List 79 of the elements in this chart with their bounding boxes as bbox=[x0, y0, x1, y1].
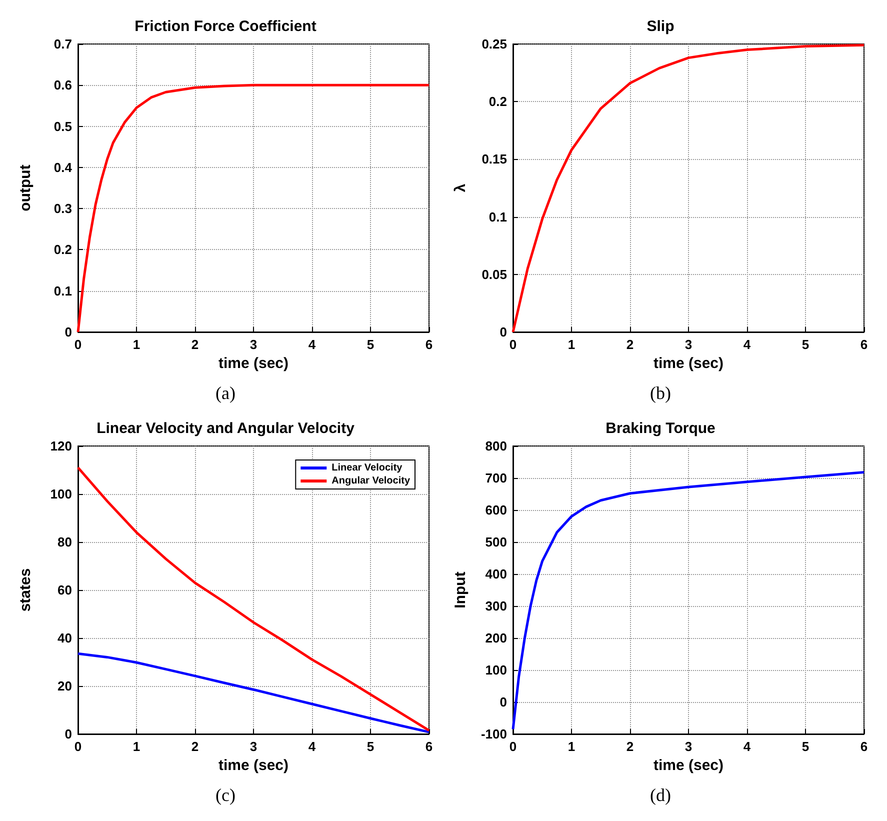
y-axis-title: output bbox=[17, 164, 34, 212]
y-tick-label: 20 bbox=[58, 678, 72, 694]
x-tick-label: 5 bbox=[802, 739, 810, 754]
x-tick-label: 6 bbox=[860, 337, 868, 352]
y-tick-label: -100 bbox=[480, 726, 507, 742]
x-axis-title: time (sec) bbox=[653, 355, 724, 372]
legend-label: Angular Velocity bbox=[332, 476, 410, 486]
y-tick-label: 80 bbox=[58, 534, 72, 550]
x-tick-label: 5 bbox=[366, 739, 374, 754]
chart-title: Linear Velocity and Angular Velocity bbox=[96, 420, 356, 437]
x-tick-label: 2 bbox=[626, 337, 634, 352]
y-tick-label: 0.15 bbox=[482, 152, 507, 167]
y-tick-label: 0.3 bbox=[54, 201, 72, 216]
y-axis-title: states bbox=[17, 568, 34, 612]
x-tick-label: 4 bbox=[743, 337, 752, 352]
y-tick-label: 700 bbox=[485, 470, 507, 486]
x-tick-label: 4 bbox=[743, 739, 752, 754]
x-tick-label: 4 bbox=[308, 739, 316, 754]
x-tick-label: 3 bbox=[250, 337, 258, 352]
y-tick-label: 0.5 bbox=[54, 118, 72, 134]
y-tick-label: 200 bbox=[485, 630, 507, 646]
x-tick-label: 0 bbox=[74, 739, 82, 754]
x-tick-label: 5 bbox=[802, 337, 810, 352]
x-tick-label: 3 bbox=[250, 739, 258, 754]
text: (d) bbox=[650, 785, 672, 805]
x-axis-title: time (sec) bbox=[218, 355, 289, 372]
y-tick-label: 60 bbox=[58, 582, 72, 598]
y-tick-label: 0.1 bbox=[54, 283, 72, 298]
y-tick-label: 300 bbox=[485, 598, 507, 614]
chart-title: Slip bbox=[646, 18, 674, 35]
x-tick-label: 0 bbox=[509, 337, 517, 352]
chart-title: Braking Torque bbox=[606, 420, 716, 437]
x-tick-label: 1 bbox=[568, 739, 576, 754]
x-tick-label: 3 bbox=[684, 739, 692, 754]
y-tick-label: 100 bbox=[485, 662, 507, 678]
y-tick-label: 400 bbox=[485, 566, 507, 582]
x-axis-title: time (sec) bbox=[218, 757, 289, 774]
y-tick-label: 0 bbox=[500, 324, 507, 340]
y-tick-label: 0.25 bbox=[482, 36, 507, 52]
x-tick-label: 3 bbox=[684, 337, 692, 352]
y-tick-label: 0 bbox=[64, 324, 72, 340]
y-tick-label: 0.7 bbox=[54, 36, 72, 52]
y-tick-label: 100 bbox=[50, 486, 72, 502]
y-tick-label: 800 bbox=[485, 438, 507, 454]
x-tick-label: 6 bbox=[425, 337, 433, 352]
x-tick-label: 1 bbox=[568, 337, 576, 352]
y-tick-label: 0.4 bbox=[54, 160, 73, 175]
y-tick-label: 0.2 bbox=[488, 94, 507, 110]
text: (c) bbox=[216, 785, 236, 805]
legend-label: Linear Velocity bbox=[332, 462, 403, 474]
y-tick-label: 600 bbox=[485, 502, 507, 518]
chart-title: Friction Force Coefficient bbox=[134, 18, 316, 35]
text: (b) bbox=[650, 383, 672, 403]
x-tick-label: 5 bbox=[366, 337, 374, 352]
x-tick-label: 2 bbox=[191, 337, 199, 352]
x-tick-label: 2 bbox=[191, 739, 199, 754]
x-tick-label: 4 bbox=[308, 337, 316, 352]
x-tick-label: 0 bbox=[509, 739, 517, 754]
x-tick-label: 6 bbox=[425, 739, 433, 754]
y-tick-label: 0 bbox=[64, 726, 72, 742]
y-tick-label: 0.1 bbox=[488, 209, 507, 224]
y-tick-label: 0 bbox=[500, 694, 507, 710]
y-tick-label: 40 bbox=[58, 630, 72, 646]
y-tick-label: 0.2 bbox=[54, 242, 72, 258]
x-tick-label: 0 bbox=[74, 337, 82, 352]
y-tick-label: 120 bbox=[50, 438, 72, 454]
text: (a) bbox=[216, 383, 236, 403]
y-tick-label: 500 bbox=[485, 534, 507, 550]
y-axis-title: λ bbox=[452, 183, 469, 192]
y-tick-label: 0.05 bbox=[482, 266, 507, 282]
x-axis-title: time (sec) bbox=[653, 757, 724, 774]
y-tick-label: 0.6 bbox=[54, 78, 72, 93]
line-series bbox=[512, 44, 866, 334]
y-axis-title: Input bbox=[452, 572, 469, 608]
x-tick-label: 1 bbox=[132, 337, 140, 352]
line-series bbox=[512, 470, 866, 730]
x-tick-label: 6 bbox=[860, 739, 868, 754]
x-tick-label: 1 bbox=[132, 739, 140, 754]
x-tick-label: 2 bbox=[626, 739, 634, 754]
